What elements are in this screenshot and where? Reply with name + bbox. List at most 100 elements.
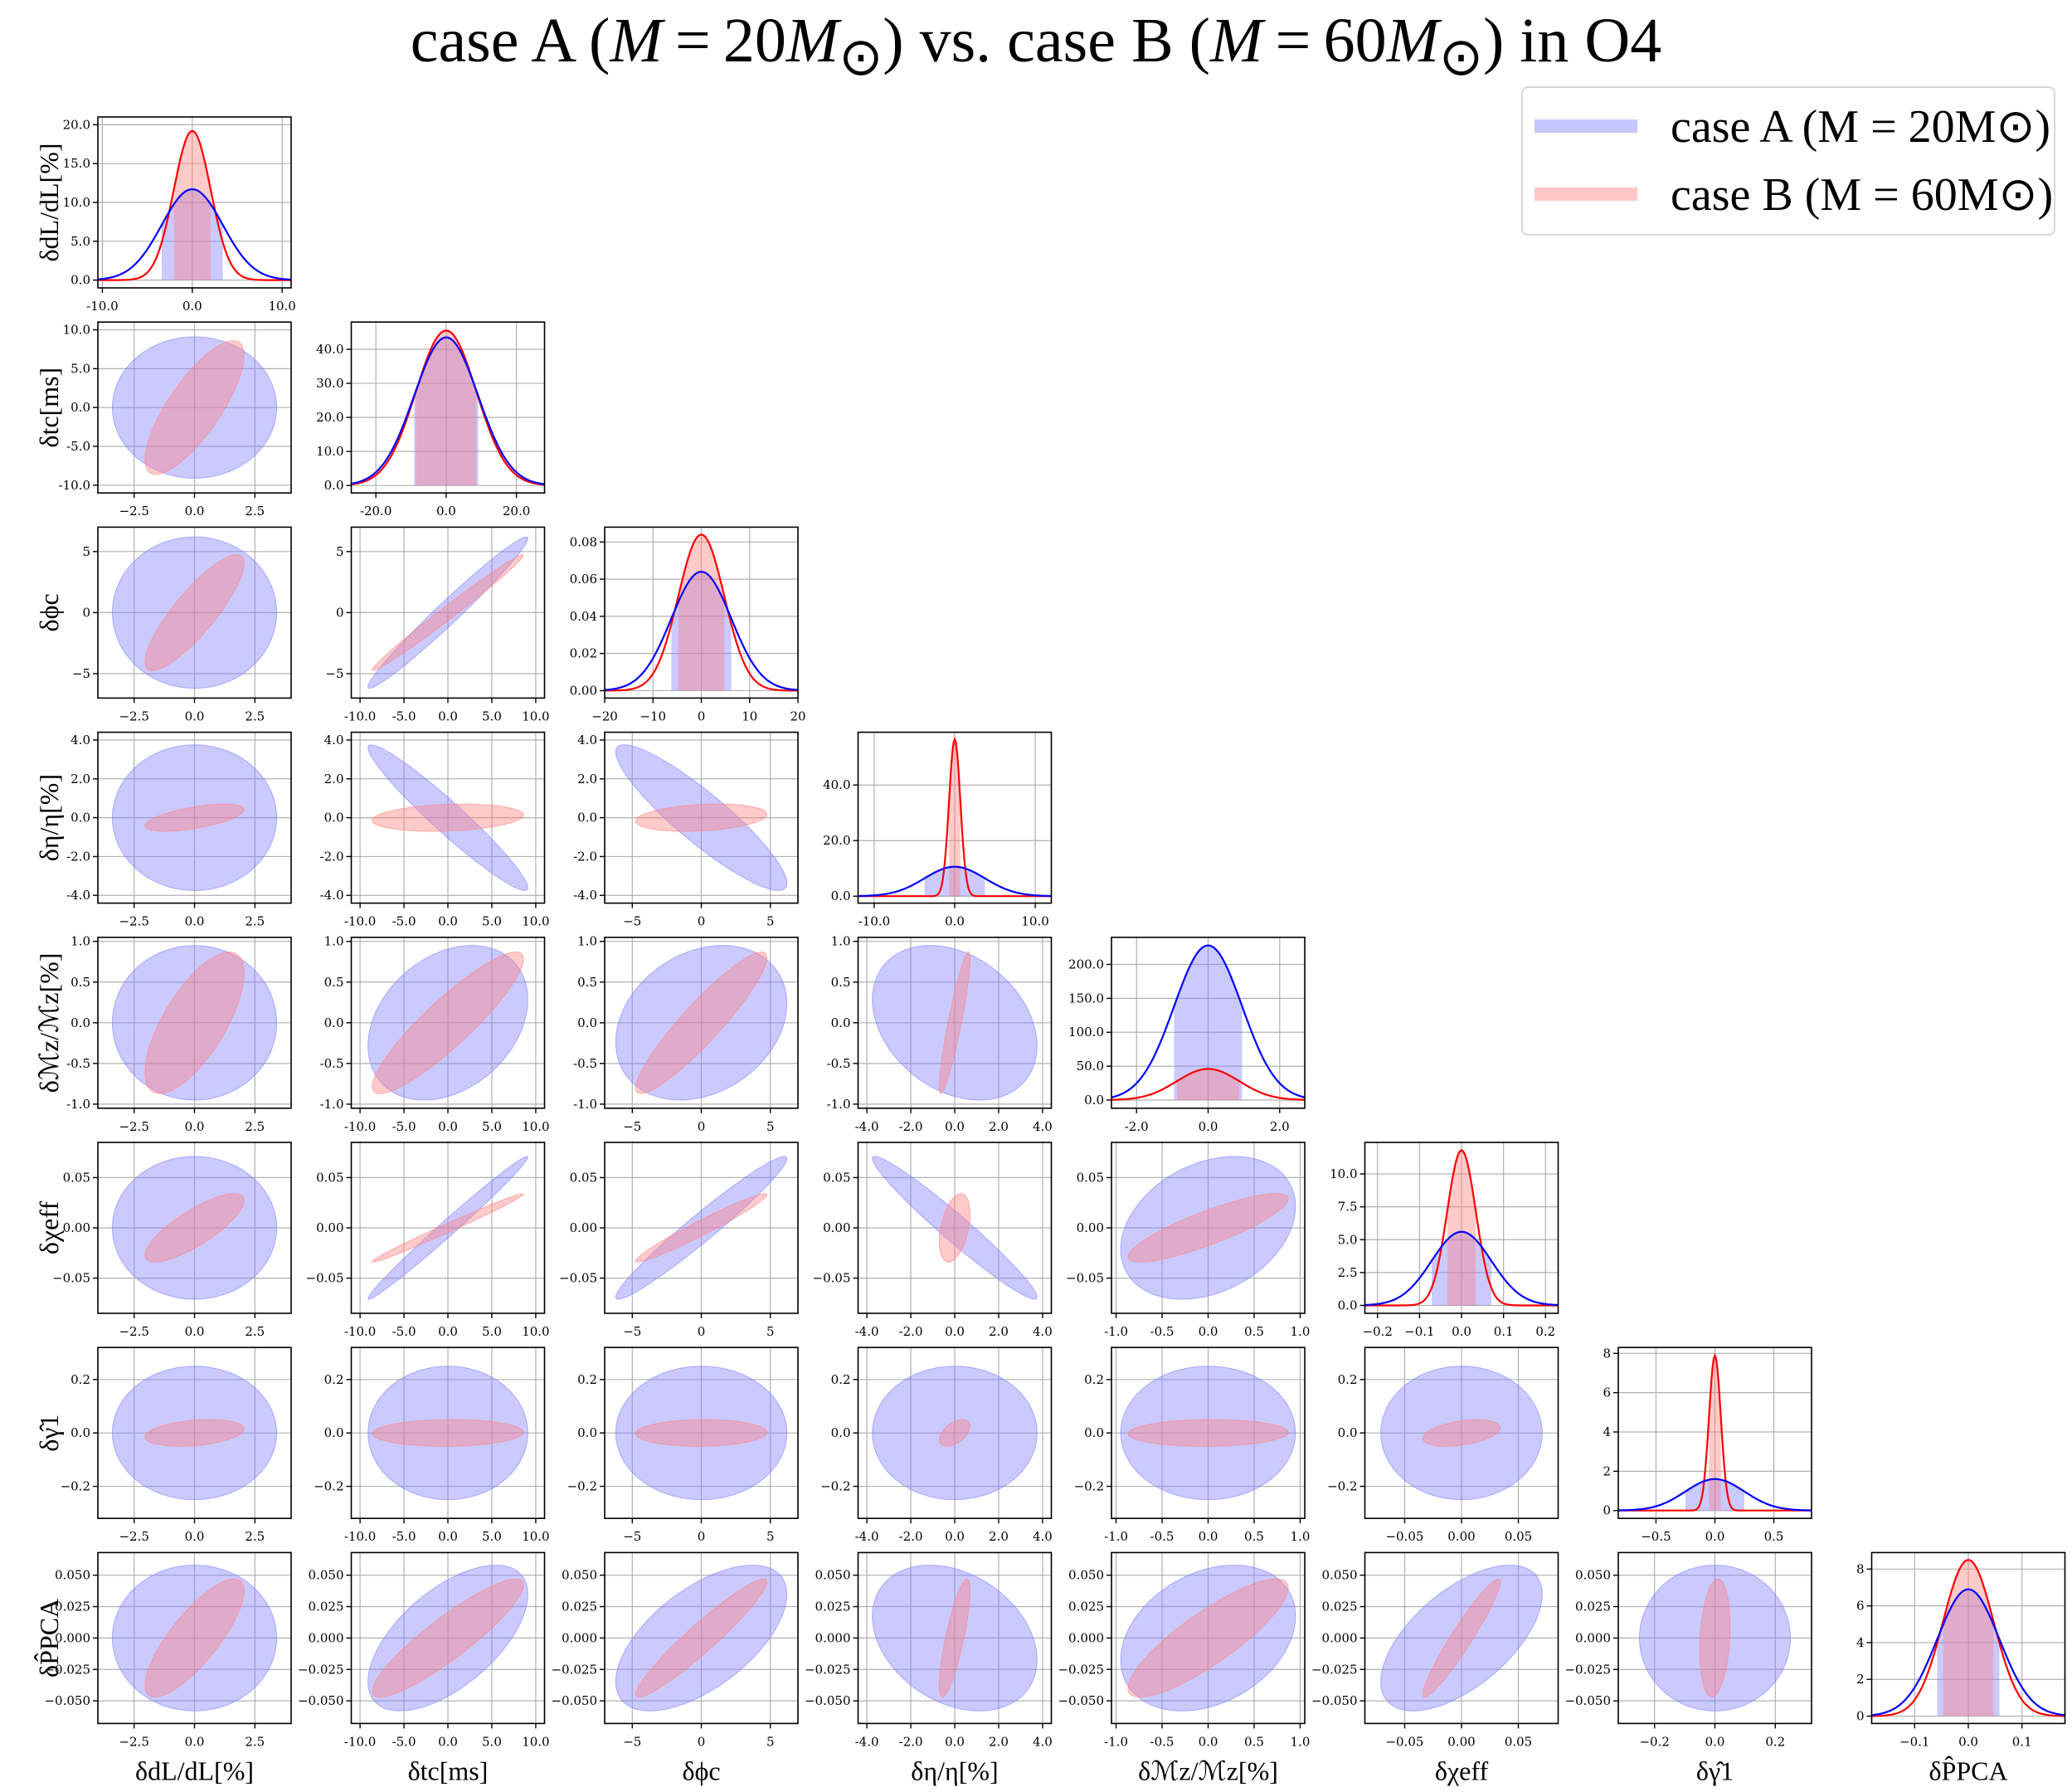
pdf-curve-case-a [1871,1588,2065,1717]
x-tick-label: -10.0 [344,914,376,929]
x-tick-label: 0.0 [182,299,202,314]
panel-Mc-vs-phi: −5 0 5 -1.0 -0.5 0.0 0.5 1.0 [573,934,799,1134]
pdf-curve-case-b [1111,1068,1305,1101]
y-tick-label: 0 [336,605,344,620]
panel-ppca-vs-dL: −2.5 0.0 2.5 −0.050 −0.025 0.000 0.025 0.050 δP̂… [34,1551,292,1785]
panel-content [367,1565,528,1712]
panel-content [112,336,277,479]
y-tick-label: 1.0 [831,934,851,949]
y-tick-label: −0.050 [1564,1693,1611,1708]
x-tick-label: 10.0 [522,1734,549,1749]
error-ellipse-case-b [372,1578,524,1698]
error-ellipse-case-a [112,336,277,479]
x-tick-label: 0.0 [438,709,458,723]
y-tick-label: 0.0 [1084,1093,1104,1108]
x-tick-label: 0 [698,1324,706,1339]
x-tick-label: 0.0 [1199,1529,1218,1544]
y-tick-label: 0.050 [815,1568,851,1583]
panel-eta-vs-phi: −5 0 5 -4.0 -2.0 0.0 2.0 4.0 [573,731,799,929]
x-tick-label: 0.2 [1765,1734,1785,1749]
y-tick-label: −0.05 [52,1271,90,1286]
y-tick-label: -4.0 [573,888,597,903]
y-tick-label: −0.025 [298,1662,344,1677]
error-ellipse-case-b [635,803,768,832]
y-tick-label: 4.0 [324,733,344,747]
error-ellipse-case-b [1422,1419,1501,1447]
y-tick-label: 0.025 [1322,1600,1358,1614]
error-ellipse-case-a [615,744,788,891]
y-tick-label: −0.05 [559,1271,597,1286]
x-tick-label: 5 [766,1734,775,1749]
y-tick-label: 0.05 [823,1170,850,1185]
y-tick-label: 50.0 [1077,1059,1104,1074]
x-tick-label: 2.0 [989,1529,1009,1544]
y-tick-label: 0.000 [55,1630,90,1645]
panel-ppca-vs-eta: -4.0 -2.0 0.0 2.0 4.0 −0.050 −0.025 0.000 0.025 0… [805,1551,1053,1785]
x-tick-label: 0.0 [438,1119,458,1134]
panel-content [111,1156,278,1300]
y-tick-label: 0.5 [577,975,597,990]
x-axis-label: δℳz/ℳz[%] [1138,1755,1278,1785]
x-tick-label: 0.00 [1447,1734,1475,1749]
x-tick-label: 20 [790,709,805,723]
x-tick-label: -10.0 [858,914,890,929]
x-tick-label: 10.0 [268,299,295,314]
y-tick-label: -5.0 [66,439,90,454]
error-ellipse-case-a [367,945,528,1101]
x-tick-label: 0.5 [1244,1529,1264,1544]
y-tick-label: 2.0 [577,772,597,786]
panel-content [1364,1149,1559,1307]
error-ellipse-case-a [615,1366,788,1501]
x-tick-label: 0.0 [438,1324,458,1339]
y-tick-label: 10.0 [316,444,343,459]
panel-phi-vs-dL: −2.5 0.0 2.5 −5 0 5 δϕc [34,526,292,723]
y-tick-label: −5 [72,666,90,681]
x-tick-label: -10.0 [344,709,376,723]
pdf-curve-case-a [1364,1230,1559,1307]
error-ellipse-case-b [144,1578,245,1698]
error-ellipse-case-b [635,1193,768,1263]
error-ellipse-case-a [872,1156,1038,1300]
x-tick-label: 0.1 [1494,1324,1514,1339]
x-axis-label: δdL/dL[%] [135,1755,254,1785]
x-tick-label: 0.0 [185,1324,205,1339]
y-tick-label: −0.2 [567,1479,597,1494]
y-tick-label: −0.05 [306,1271,344,1286]
panel-gam-vs-phi: −5 0 5 −0.2 0.0 0.2 [567,1346,799,1544]
x-tick-label: 0.0 [1199,1119,1218,1134]
panel-content [1120,1565,1296,1712]
y-tick-label: 0.5 [324,975,344,990]
x-tick-label: −2.5 [119,914,148,929]
legend-entry-case-b: case B (M = 60M⊙) [1535,161,2053,227]
pdf-curve-case-b [98,129,291,281]
y-tick-label: 6 [1856,1599,1865,1614]
pdf-curve-case-a [98,188,291,281]
y-axis-label: δtc[ms] [34,368,64,448]
y-tick-label: 8 [1603,1346,1611,1361]
y-tick-label: 0.0 [831,1425,851,1440]
pdf-curve-case-a [858,865,1052,898]
y-tick-label: 0.050 [309,1568,344,1583]
x-tick-label: -5.0 [392,1734,416,1749]
x-tick-label: 0.0 [945,1734,965,1749]
panel-ppca-vs-phi: −5 0 5 −0.050 −0.025 0.000 0.025 0.050 δϕc [551,1551,799,1785]
panel-Mc-vs-eta: -4.0 -2.0 0.0 2.0 4.0 -1.0 -0.5 0.0 0.5 1.0 [827,934,1053,1134]
y-tick-label: 10.0 [63,323,90,338]
error-ellipse-case-a [1120,1366,1296,1501]
panel-Mc-vs-dL: −2.5 0.0 2.5 -1.0 -0.5 0.0 0.5 1.0 δℳz/ℳz[%] [34,934,292,1134]
x-tick-label: 0.0 [438,1529,458,1544]
sigma-band-case-b [1709,1355,1721,1511]
y-tick-label: 40.0 [316,342,343,357]
pdf-curve-case-a [605,570,798,691]
x-axis-label: δη/η[%] [911,1755,998,1785]
x-tick-label: 5.0 [482,1529,502,1544]
panel-content [351,329,545,486]
x-tick-label: 0.2 [1535,1324,1555,1339]
x-tick-label: -2.0 [899,1734,923,1749]
x-tick-label: 0.0 [1705,1529,1725,1544]
x-tick-label: 0.0 [945,1529,965,1544]
panel-eta-vs-dL: −2.5 0.0 2.5 -4.0 -2.0 0.0 2.0 4.0 δη/η[%] [34,731,292,929]
y-tick-label: 0.0 [577,811,597,825]
y-tick-label: -1.0 [66,1097,90,1112]
error-ellipse-case-b [144,1419,245,1447]
